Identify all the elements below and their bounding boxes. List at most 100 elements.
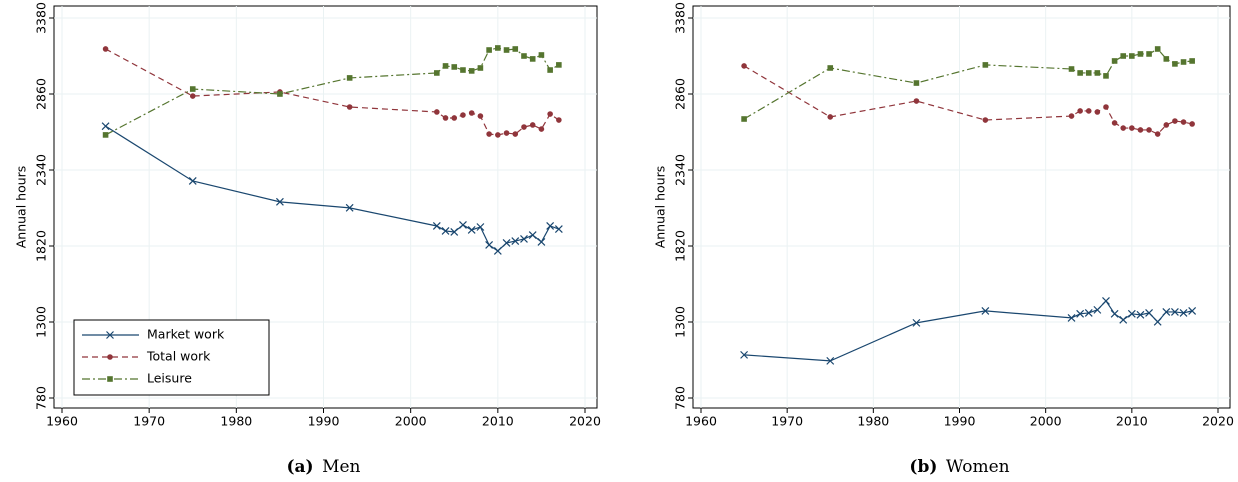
marker bbox=[511, 237, 520, 245]
series-line bbox=[105, 47, 560, 136]
marker bbox=[528, 231, 537, 239]
marker bbox=[1137, 127, 1144, 133]
marker bbox=[468, 110, 475, 116]
marker bbox=[1094, 109, 1101, 115]
x-tick-label: 1960 bbox=[685, 414, 717, 429]
marker bbox=[1102, 297, 1110, 305]
marker bbox=[1170, 307, 1179, 316]
y-tick-label: 2340 bbox=[673, 154, 688, 186]
y-tick-label: 3380 bbox=[34, 2, 49, 34]
marker bbox=[102, 132, 109, 138]
caption-label: (b) bbox=[909, 457, 937, 477]
marker bbox=[101, 122, 110, 131]
marker bbox=[277, 91, 283, 97]
marker bbox=[827, 65, 834, 71]
marker bbox=[1154, 46, 1161, 52]
series-line bbox=[105, 125, 560, 252]
marker bbox=[346, 104, 353, 110]
legend-label: Total work bbox=[146, 349, 211, 364]
marker bbox=[451, 115, 458, 121]
y-tick-label: 1300 bbox=[34, 306, 49, 338]
marker bbox=[442, 63, 449, 69]
marker bbox=[538, 52, 545, 58]
x-tick-label: 2000 bbox=[395, 414, 427, 429]
x-tick-label: 1980 bbox=[220, 414, 252, 429]
marker bbox=[1093, 305, 1102, 314]
y-tick-label: 2860 bbox=[34, 78, 49, 110]
x-tick-label: 1970 bbox=[133, 414, 165, 429]
marker bbox=[503, 130, 510, 136]
y-axis-label: Annual hours bbox=[14, 166, 29, 249]
marker bbox=[1189, 58, 1195, 64]
marker bbox=[434, 70, 440, 76]
marker bbox=[1137, 51, 1144, 57]
marker bbox=[345, 203, 354, 212]
marker bbox=[982, 117, 989, 123]
marker bbox=[1153, 317, 1162, 326]
marker bbox=[485, 241, 494, 249]
marker bbox=[1189, 121, 1195, 127]
marker bbox=[495, 45, 501, 51]
marker bbox=[521, 124, 527, 130]
marker bbox=[512, 46, 519, 52]
marker bbox=[1103, 104, 1109, 110]
marker bbox=[1129, 125, 1135, 131]
x-tick-label: 2020 bbox=[1202, 414, 1234, 429]
marker bbox=[520, 235, 528, 243]
y-tick-label: 3380 bbox=[673, 2, 688, 34]
marker bbox=[189, 86, 196, 92]
marker bbox=[741, 63, 747, 69]
marker bbox=[537, 237, 546, 246]
y-tick-label: 1300 bbox=[673, 306, 688, 338]
marker bbox=[468, 68, 475, 74]
marker bbox=[1172, 61, 1178, 67]
caption-label: (a) bbox=[286, 457, 313, 477]
legend-marker bbox=[107, 354, 113, 360]
marker bbox=[1111, 58, 1118, 64]
marker bbox=[346, 75, 353, 81]
marker bbox=[477, 65, 484, 71]
marker bbox=[982, 62, 989, 68]
marker bbox=[1067, 313, 1076, 322]
y-tick-label: 1820 bbox=[34, 230, 49, 262]
marker bbox=[1136, 310, 1145, 319]
marker bbox=[913, 80, 920, 86]
series-line bbox=[743, 65, 1193, 135]
marker bbox=[1077, 108, 1083, 114]
y-tick-label: 2860 bbox=[673, 78, 688, 110]
marker bbox=[102, 46, 109, 52]
marker bbox=[1120, 53, 1127, 59]
marker bbox=[547, 67, 553, 73]
marker bbox=[826, 356, 835, 365]
marker bbox=[538, 126, 545, 132]
legend-marker bbox=[107, 376, 113, 382]
marker bbox=[432, 222, 441, 230]
marker bbox=[441, 227, 450, 235]
x-tick-label: 2020 bbox=[569, 414, 601, 429]
marker bbox=[827, 114, 834, 120]
marker bbox=[1120, 125, 1127, 131]
x-tick-label: 2010 bbox=[482, 414, 514, 429]
marker bbox=[1077, 70, 1083, 76]
marker bbox=[451, 64, 458, 70]
marker bbox=[1111, 120, 1118, 126]
marker bbox=[1163, 56, 1170, 62]
y-tick-label: 2340 bbox=[34, 154, 49, 186]
marker bbox=[1163, 122, 1170, 128]
plot-frame bbox=[53, 5, 598, 409]
marker bbox=[1162, 307, 1171, 316]
x-tick-label: 1990 bbox=[944, 414, 976, 429]
x-tick-label: 2010 bbox=[1116, 414, 1148, 429]
marker bbox=[1084, 309, 1093, 317]
marker bbox=[529, 122, 536, 128]
legend-marker bbox=[106, 331, 114, 339]
marker bbox=[556, 117, 562, 123]
marker bbox=[1085, 70, 1092, 76]
marker bbox=[554, 225, 563, 233]
panel: 780 1300 1820 2340 2860 3380 1960 1970 1980 1990 2… bbox=[14, 2, 601, 428]
marker bbox=[459, 221, 467, 229]
marker bbox=[1172, 118, 1178, 124]
marker bbox=[521, 53, 527, 59]
marker bbox=[495, 132, 501, 138]
marker bbox=[741, 116, 747, 122]
